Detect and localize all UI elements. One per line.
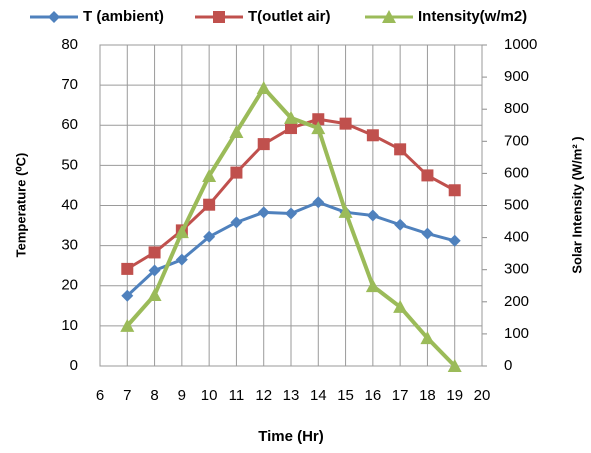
y2-tick-label: 1000: [504, 36, 537, 53]
x-tick-label: 14: [310, 387, 327, 404]
data-point: [339, 117, 352, 130]
data-point: [366, 209, 379, 222]
y-tick-label: 0: [70, 357, 78, 374]
x-tick-label: 8: [150, 387, 158, 404]
data-point: [393, 299, 408, 313]
x-tick-label: 6: [96, 387, 104, 404]
data-point: [203, 198, 216, 211]
data-point: [230, 216, 243, 229]
data-point: [202, 168, 217, 182]
x-tick-label: 12: [255, 387, 272, 404]
y2-tick-label: 300: [504, 261, 529, 278]
data-point: [121, 289, 134, 302]
data-point: [147, 288, 162, 302]
data-point: [229, 124, 244, 138]
legend-label: T (ambient): [83, 8, 164, 25]
data-point: [394, 143, 407, 156]
y2-tick-label: 0: [504, 357, 512, 374]
x-tick-label: 18: [419, 387, 436, 404]
data-point: [257, 206, 270, 219]
data-point: [311, 121, 326, 135]
legend-marker: [48, 11, 60, 23]
y2-tick-label: 200: [504, 293, 529, 310]
x-tick-label: 17: [392, 387, 409, 404]
data-point: [421, 169, 434, 182]
y-tick-label: 30: [61, 237, 78, 254]
y-tick-label: 40: [61, 196, 78, 213]
data-point: [121, 262, 134, 275]
legend-marker: [382, 10, 396, 23]
y-axis-title: Temperature (⁰C): [13, 153, 28, 258]
y2-tick-label: 900: [504, 68, 529, 85]
data-point: [175, 253, 188, 266]
y-tick-label: 80: [61, 36, 78, 53]
data-point: [148, 264, 161, 277]
data-point: [148, 246, 161, 259]
data-point: [421, 227, 434, 240]
y-tick-label: 50: [61, 156, 78, 173]
y2-tick-label: 700: [504, 132, 529, 149]
data-point: [174, 225, 189, 239]
data-point: [365, 279, 380, 293]
data-point: [285, 122, 297, 135]
data-point: [338, 204, 353, 218]
y-tick-label: 70: [61, 76, 78, 93]
y2-tick-label: 400: [504, 229, 529, 246]
data-point: [203, 230, 216, 243]
data-point: [447, 359, 462, 372]
x-tick-label: 10: [201, 387, 218, 404]
y2-tick-label: 800: [504, 100, 529, 117]
data-point: [257, 138, 270, 151]
legend-label: T(outlet air): [248, 8, 331, 25]
y2-tick-label: 600: [504, 164, 529, 181]
y2-axis-title: Solar Intensity (W/m² ): [569, 136, 584, 273]
data-point: [120, 318, 135, 332]
y-tick-label: 20: [61, 277, 78, 294]
data-point: [230, 166, 243, 179]
data-point: [420, 331, 435, 345]
y-tick-label: 10: [61, 317, 78, 334]
y2-tick-label: 100: [504, 325, 529, 342]
data-point: [448, 234, 461, 247]
data-point: [284, 110, 298, 124]
data-point: [285, 207, 297, 220]
x-tick-label: 16: [365, 387, 382, 404]
data-point: [394, 218, 407, 231]
y2-tick-label: 500: [504, 196, 529, 213]
x-tick-label: 19: [446, 387, 463, 404]
legend-label: Intensity(w/m2): [418, 8, 527, 25]
x-tick-label: 13: [283, 387, 300, 404]
y-tick-label: 60: [61, 116, 78, 133]
data-point: [312, 113, 325, 126]
data-point: [312, 196, 325, 209]
data-point: [256, 81, 271, 95]
x-tick-label: 11: [229, 387, 245, 404]
x-axis-title: Time (Hr): [258, 428, 324, 445]
data-point: [448, 184, 461, 197]
x-tick-label: 20: [474, 387, 491, 404]
x-tick-label: 15: [337, 387, 354, 404]
data-point: [366, 129, 379, 142]
legend-marker: [213, 11, 225, 23]
x-tick-label: 9: [178, 387, 186, 404]
x-tick-label: 7: [123, 387, 131, 404]
